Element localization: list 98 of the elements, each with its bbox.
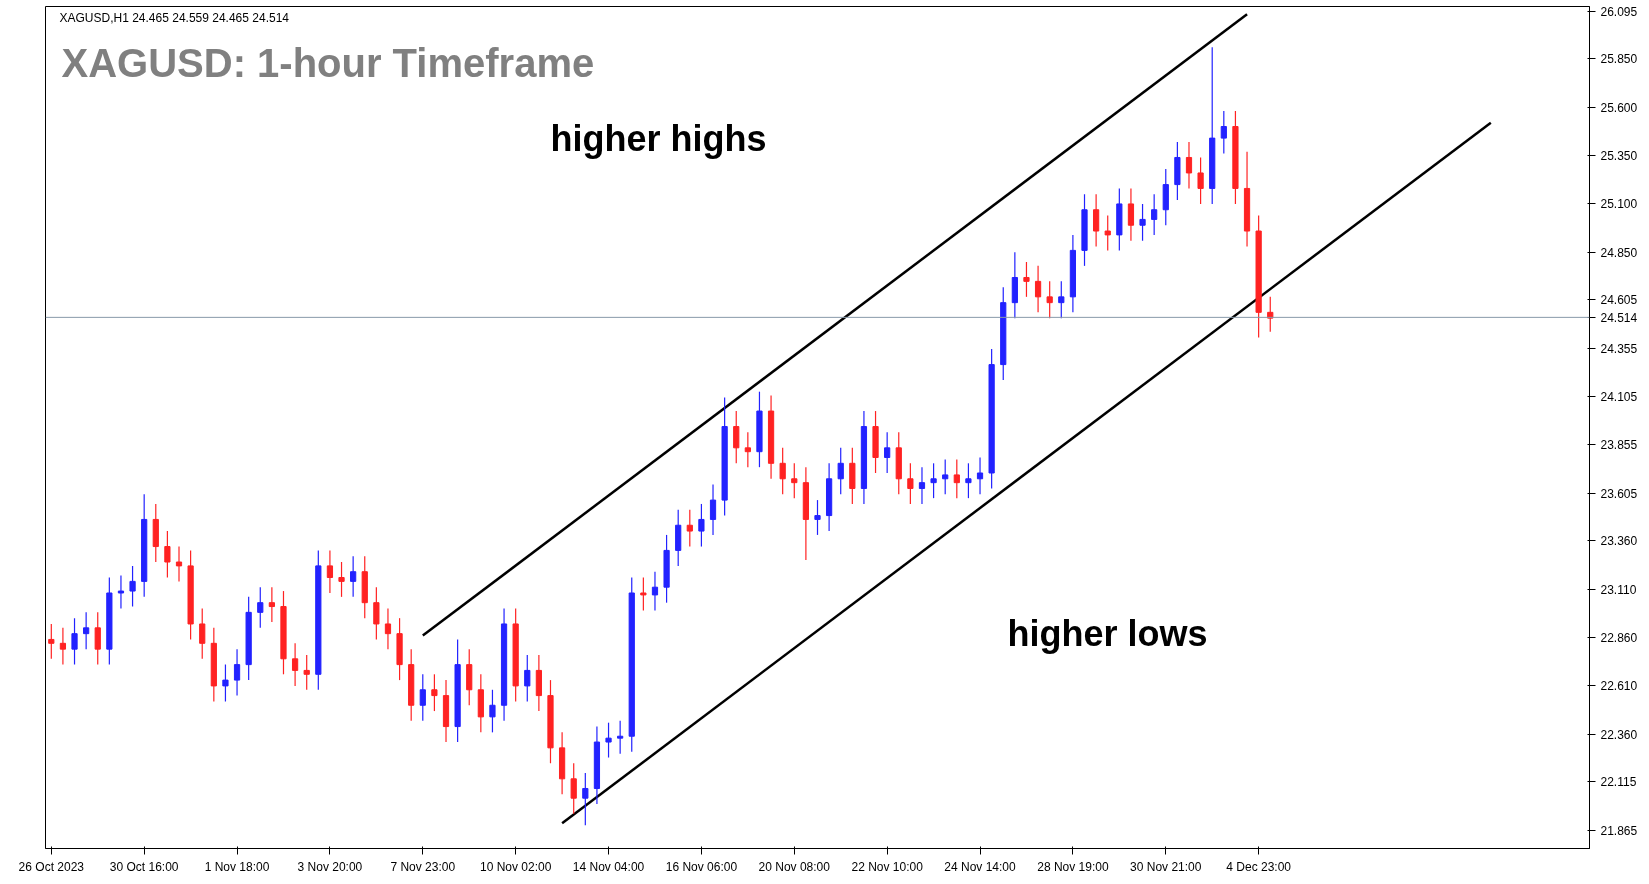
y-tick-label: 25.350: [1600, 149, 1638, 164]
candlestick: [953, 458, 960, 499]
candlestick: [942, 458, 949, 495]
chart-subtitle: XAGUSD,H1 24.465 24.559 24.465 24.514: [59, 10, 290, 25]
candlestick: [1093, 193, 1100, 248]
y-tick-label: 24.105: [1600, 390, 1638, 405]
x-tick-label: 7 Nov 23:00: [390, 859, 456, 874]
candlestick: [570, 762, 577, 815]
x-tick-label: 1 Nov 18:00: [204, 859, 270, 874]
candlestick: [651, 571, 659, 612]
candlestick: [837, 447, 844, 495]
annotation: higher highs: [550, 117, 767, 159]
candlestick: [489, 689, 496, 733]
y-tick-label: 23.360: [1600, 534, 1638, 549]
candlestick: [814, 499, 821, 536]
y-tick-label: 25.100: [1600, 197, 1638, 212]
candlestick: [94, 611, 101, 666]
x-tick-label: 30 Nov 21:00: [1130, 859, 1202, 874]
candlestick: [698, 503, 705, 548]
x-tick-label: 4 Dec 23:00: [1226, 859, 1292, 874]
candlestick: [965, 462, 972, 499]
x-tick-label: 26 Oct 2023: [18, 859, 85, 874]
ref-line-label: 24.514: [1600, 310, 1638, 325]
candlestick: [1058, 280, 1065, 319]
candlestick: [419, 673, 426, 722]
candlestick: [175, 545, 183, 582]
candlestick: [326, 549, 334, 594]
candlestick: [1104, 214, 1111, 251]
y-tick-label: 25.600: [1600, 100, 1638, 115]
candlestick: [373, 586, 380, 641]
candlestick: [129, 565, 136, 608]
candlestick: [976, 456, 984, 495]
x-tick-label: 28 Nov 19:00: [1037, 859, 1109, 874]
candlestick: [640, 576, 647, 612]
candlestick: [117, 574, 125, 610]
y-tick-label: 25.850: [1600, 52, 1638, 67]
candlestick: [709, 484, 717, 536]
candlestick: [71, 617, 78, 666]
x-tick-label: 20 Nov 08:00: [758, 859, 831, 874]
candlestick: [524, 654, 531, 702]
candlestick: [884, 431, 891, 474]
candlestick: [199, 607, 206, 660]
y-tick-label: 26.095: [1600, 4, 1638, 19]
y-tick-label: 22.860: [1600, 631, 1638, 646]
candlestick: [686, 509, 693, 548]
y-tick-label: 23.110: [1600, 582, 1637, 597]
candlestick: [350, 555, 357, 598]
annotation: higher lows: [1007, 612, 1208, 654]
x-tick-label: 24 Nov 14:00: [944, 859, 1017, 874]
y-tick-label: 23.605: [1600, 486, 1638, 501]
candlestick: [1151, 193, 1158, 236]
candlestick: [164, 530, 171, 579]
candlestick: [268, 586, 275, 623]
y-tick-label: 23.855: [1600, 438, 1638, 453]
x-tick-label: 30 Oct 16:00: [109, 859, 179, 874]
candlestick: [1127, 187, 1135, 242]
text: XAGUSD: 1-hour Timeframe: [61, 40, 595, 85]
candlestick: [48, 623, 55, 660]
candlestick: [1034, 265, 1042, 313]
candlestick: [1023, 261, 1030, 298]
candlestick: [605, 722, 612, 759]
candlestick: [431, 673, 438, 712]
candlestick: [918, 466, 926, 505]
candlestick: [1267, 296, 1274, 333]
candlestick: [930, 462, 937, 499]
candlestick: [257, 586, 264, 629]
candlestick: [1220, 110, 1227, 155]
candlestick: [582, 772, 589, 826]
candlestick: [1185, 141, 1193, 190]
x-tick-label: 14 Nov 04:00: [572, 859, 645, 874]
y-tick-label: 22.610: [1600, 679, 1638, 694]
candlestick: [1139, 203, 1146, 242]
candlestick: [303, 654, 310, 691]
candlestick: [617, 720, 624, 755]
candlestick: [1046, 280, 1053, 319]
candlestick: [1197, 156, 1204, 205]
candlestick: [907, 462, 914, 505]
y-tick-label: 24.850: [1600, 245, 1638, 260]
y-tick-label: 21.865: [1600, 823, 1638, 838]
candlestick: [338, 561, 345, 598]
candlestick: [291, 642, 299, 687]
y-tick-label: 22.360: [1600, 727, 1638, 742]
x-tick-label: 16 Nov 06:00: [665, 859, 738, 874]
candlestick: [384, 607, 392, 650]
x-tick-label: 22 Nov 10:00: [851, 859, 924, 874]
candlestick: [744, 431, 751, 468]
candlestick: [779, 447, 786, 495]
y-tick-label: 22.115: [1600, 775, 1637, 790]
x-tick-label: 10 Nov 02:00: [479, 859, 552, 874]
candlestick: [233, 648, 241, 697]
candlestick: [59, 627, 67, 666]
candlestick: [83, 611, 90, 650]
candlestick: [733, 410, 740, 464]
candlestick: [222, 664, 229, 702]
y-tick-label: 24.355: [1600, 341, 1638, 356]
candlestick: [791, 462, 798, 499]
x-tick-label: 3 Nov 20:00: [297, 859, 363, 874]
y-tick-label: 24.605: [1600, 293, 1638, 308]
